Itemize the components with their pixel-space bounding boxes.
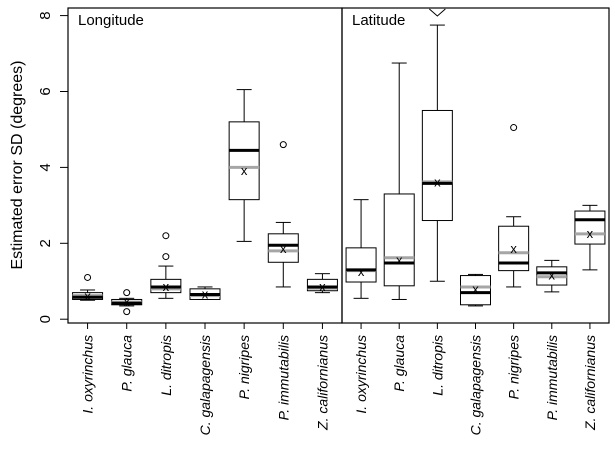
box-item: x — [72, 273, 104, 303]
outlier-point — [84, 273, 92, 281]
box-iqr — [267, 233, 299, 263]
box-item: x — [111, 289, 143, 316]
x-tick-label: P. glauca — [119, 335, 135, 392]
y-tick-label: 0 — [37, 315, 54, 323]
panel-latitude: Latitude x x x x x x x — [341, 7, 610, 324]
box-item: x — [189, 286, 221, 302]
box-item: x — [383, 62, 415, 300]
outlier-point — [510, 124, 518, 132]
mean-marker: x — [319, 279, 326, 294]
x-tick-label: Z. californianus — [582, 335, 598, 431]
box-item: x — [536, 259, 568, 293]
box-item: x — [460, 273, 491, 307]
outlier-point — [162, 232, 170, 240]
x-tick-label: P. glauca — [391, 335, 407, 392]
box-iqr — [228, 121, 260, 201]
mean-marker: x — [358, 264, 365, 279]
y-tick-label: 2 — [37, 239, 54, 247]
mean-marker: x — [241, 163, 248, 178]
box-iqr — [345, 247, 377, 283]
box-item: x — [345, 199, 377, 299]
box-iqr — [460, 275, 491, 306]
mean-marker: x — [280, 241, 287, 256]
caret-up-icon — [429, 8, 446, 17]
x-tick-label: I. oxyrinchus — [353, 335, 369, 414]
y-tick-label: 4 — [37, 163, 54, 171]
x-tick-label: L. ditropis — [158, 335, 174, 396]
mean-marker: x — [472, 282, 479, 297]
box-item: x — [498, 124, 530, 288]
box-item: x — [421, 8, 453, 282]
outlier-point — [123, 308, 131, 316]
x-tick-label: P. nigripes — [236, 335, 252, 399]
x-tick-label: P. nigripes — [506, 335, 522, 399]
panel-frame — [67, 7, 343, 324]
panel-title: Latitude — [352, 12, 405, 29]
outlier-point — [123, 289, 131, 297]
mean-marker: x — [434, 175, 441, 190]
mean-marker: x — [123, 294, 130, 309]
box-item: x — [267, 141, 299, 288]
y-axis-label: Estimated error SD (degrees) — [9, 61, 26, 270]
box-item: x — [228, 89, 260, 242]
box-iqr — [383, 193, 415, 287]
x-tick-label: Z. californianus — [314, 335, 330, 431]
box-item: x — [306, 273, 338, 294]
x-tick-labels: I. oxyrinchus P. glauca L. ditropis C. gala… — [80, 323, 598, 435]
outlier-point — [162, 253, 170, 261]
mean-marker: x — [202, 287, 209, 302]
mean-marker: x — [549, 268, 556, 283]
panel-title: Longitude — [78, 12, 144, 29]
box-item: x — [574, 204, 606, 271]
y-axis: Estimated error SD (degrees) 0 2 4 6 8 — [9, 11, 68, 323]
mean-marker: x — [163, 279, 170, 294]
x-tick-label: C. galapagensis — [468, 335, 484, 435]
panel-longitude: Longitude x x x x x x x — [67, 7, 343, 324]
outlier-point — [279, 141, 287, 149]
mean-marker: x — [396, 252, 403, 267]
box-item: x — [150, 232, 182, 299]
box-iqr — [306, 278, 338, 292]
box-iqr — [574, 210, 606, 245]
mean-marker: x — [510, 241, 517, 256]
x-tick-label: C. galapagensis — [197, 335, 213, 435]
y-tick-label: 6 — [37, 87, 54, 95]
mean-marker: x — [587, 226, 594, 241]
x-tick-label: P. immutabilis — [544, 335, 560, 420]
mean-marker: x — [84, 288, 91, 303]
x-tick-label: P. immutabilis — [275, 335, 291, 420]
panels: Longitude x x x x x x x Latitude x x x x x x x — [67, 7, 610, 324]
x-tick-label: I. oxyrinchus — [80, 335, 96, 414]
x-tick-label: L. ditropis — [429, 335, 445, 396]
y-tick-label: 8 — [37, 11, 54, 19]
box-iqr — [421, 109, 453, 222]
